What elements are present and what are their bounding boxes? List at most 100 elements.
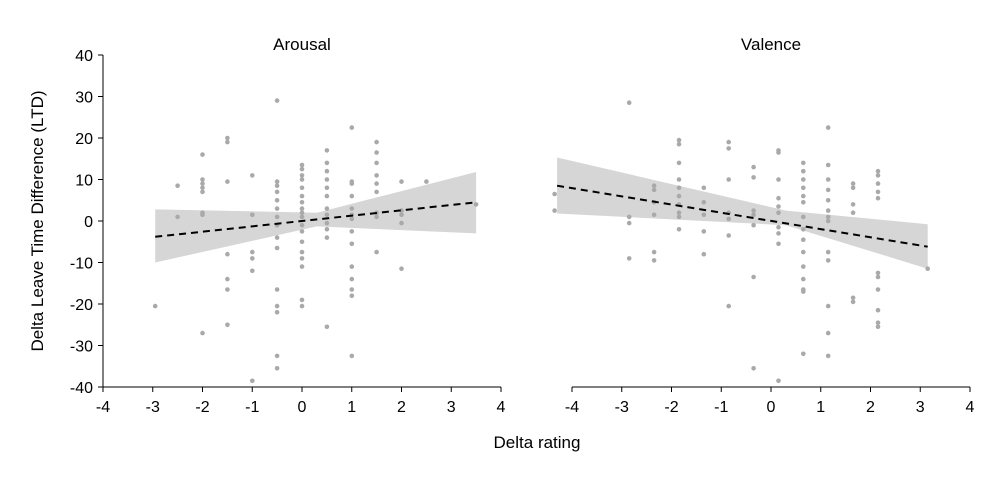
arousal-data-point (225, 276, 230, 282)
arousal-data-point (225, 251, 230, 257)
arousal-data-point (374, 139, 379, 145)
arousal-data-point (299, 249, 305, 255)
valence-data-point (801, 185, 806, 191)
valence-data-point (726, 303, 731, 309)
valence-data-point (801, 351, 806, 357)
arousal-data-point (225, 322, 230, 328)
y-tick-label: -40 (70, 380, 93, 397)
arousal-data-point (299, 239, 305, 245)
valence-data-point (701, 212, 707, 218)
arousal-data-point (274, 235, 280, 240)
valence-data-point (751, 212, 756, 218)
arousal-data-point (299, 200, 305, 205)
arousal-data-point (299, 177, 305, 182)
valence-data-point (776, 204, 781, 209)
valence-data-point (651, 258, 657, 263)
arousal-data-point (274, 214, 280, 220)
arousal-data-point (225, 287, 230, 292)
valence-data-point (801, 249, 806, 255)
valence-data-point (850, 181, 856, 186)
arousal-data-point (299, 162, 305, 168)
arousal-data-point (349, 264, 355, 269)
valence-data-point (676, 160, 682, 166)
x-axis-label: Delta rating (494, 433, 581, 452)
valence-data-point (801, 200, 806, 205)
valence-data-point (726, 177, 731, 182)
valence-data-point (726, 139, 731, 145)
valence-axes: -4 -3 -2 -1 0 1 2 3 4 (565, 386, 975, 416)
arousal-data-point (349, 193, 355, 199)
arousal-data-point (274, 310, 280, 315)
valence-data-point (676, 137, 682, 143)
arousal-data-point (299, 303, 305, 309)
arousal-data-point (473, 202, 479, 207)
y-tick-label: -30 (70, 339, 93, 356)
valence-data-point (850, 202, 856, 207)
valence-data-point (676, 214, 682, 220)
valence-x-tick-label: -2 (664, 399, 678, 416)
arousal-data-point (324, 160, 330, 166)
arousal-data-point (200, 330, 205, 336)
valence-panel-title: Valence (741, 35, 801, 54)
y-tick-label: 30 (75, 90, 93, 107)
valence-data-point (751, 222, 756, 228)
valence-data-point (875, 189, 881, 195)
valence-confidence-band (557, 157, 928, 269)
arousal-data-point (349, 206, 355, 211)
valence-x-tick-label: 3 (916, 399, 925, 416)
valence-data-point (825, 330, 831, 336)
arousal-data-point (299, 193, 305, 199)
arousal-data-point (324, 324, 330, 330)
valence-x-tick-label: 2 (866, 399, 875, 416)
arousal-data-point (324, 212, 330, 218)
arousal-data-point (250, 173, 255, 178)
arousal-data-point (200, 185, 205, 191)
arousal-x-tick-label: 4 (497, 399, 506, 416)
valence-data-point (751, 274, 756, 280)
valence-data-point (825, 258, 831, 263)
valence-data-point (776, 241, 781, 247)
valence-trend-line (556, 184, 928, 248)
valence-data-point (751, 208, 756, 213)
arousal-data-point (299, 222, 305, 228)
valence-data-point (651, 183, 657, 188)
arousal-data-point (200, 181, 205, 186)
valence-x-tick-label: 1 (816, 399, 825, 416)
valence-data-point (776, 224, 781, 230)
arousal-data-point (250, 378, 255, 384)
valence-data-point (776, 231, 781, 236)
y-tick-label: 20 (75, 131, 93, 148)
valence-data-point (776, 210, 781, 215)
valence-data-point (801, 227, 806, 232)
valence-data-point (801, 264, 806, 269)
arousal-data-point (349, 293, 355, 299)
arousal-data-point (299, 210, 305, 215)
arousal-data-point (274, 198, 280, 203)
valence-data-point (726, 146, 731, 151)
valence-data-point (875, 270, 881, 276)
arousal-data-point (349, 216, 355, 222)
valence-data-point (751, 366, 756, 371)
arousal-data-point (299, 297, 305, 303)
arousal-data-point (225, 135, 230, 141)
arousal-x-tick-label: -4 (96, 399, 110, 416)
arousal-data-point (225, 179, 230, 184)
arousal-data-point (225, 139, 230, 145)
arousal-data-point (374, 150, 379, 155)
valence-x-tick-label: -4 (565, 399, 579, 416)
arousal-data-point (200, 177, 205, 182)
valence-data-point (776, 177, 781, 182)
y-tick-label: 40 (75, 48, 93, 65)
valence-data-point (825, 353, 831, 359)
valence-data-point (850, 299, 856, 305)
arousal-data-point (274, 98, 280, 103)
arousal-x-tick-label: -2 (195, 399, 209, 416)
arousal-data-point (324, 220, 330, 226)
valence-data-point (925, 266, 930, 272)
arousal-data-point (349, 276, 355, 282)
arousal-panel-title: Arousal (273, 35, 331, 54)
arousal-data-point (299, 214, 305, 220)
y-tick-label: -10 (70, 256, 93, 273)
arousal-data-point (299, 229, 305, 234)
